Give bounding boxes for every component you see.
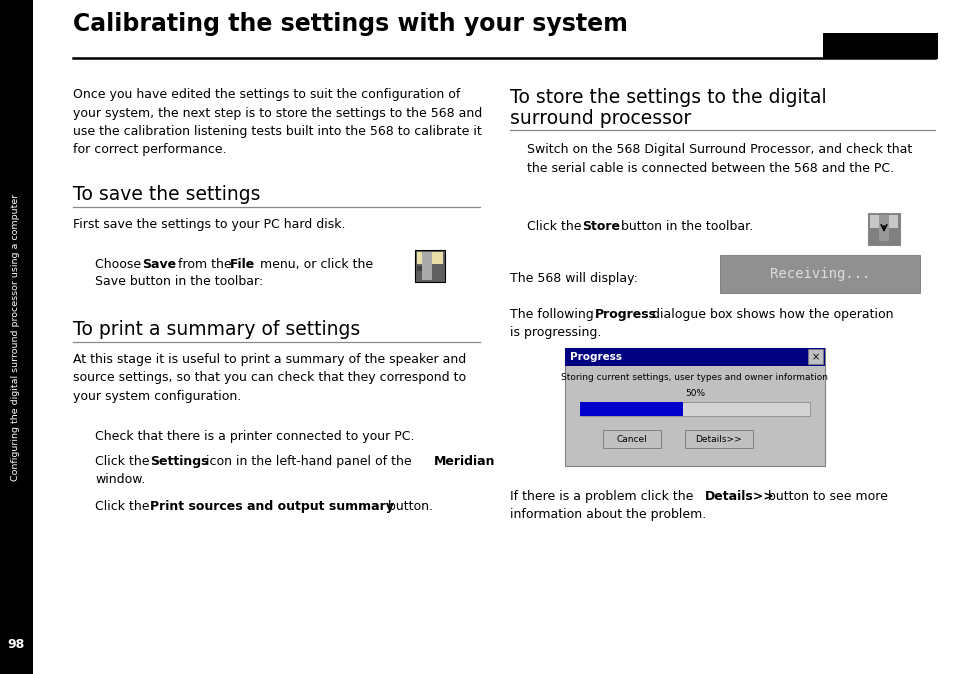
- Bar: [878, 215, 888, 241]
- Bar: [421, 252, 432, 280]
- Text: Print sources and output summary: Print sources and output summary: [150, 500, 394, 513]
- Text: Storing current settings, user types and owner information: Storing current settings, user types and…: [561, 373, 827, 383]
- Text: 98: 98: [8, 638, 25, 650]
- Text: Save button in the toolbar:: Save button in the toolbar:: [95, 275, 263, 288]
- Text: button in the toolbar.: button in the toolbar.: [617, 220, 752, 233]
- Text: Choose: Choose: [95, 258, 145, 271]
- Text: Click the: Click the: [526, 220, 585, 233]
- Text: Configuring the digital surround processor using a computer: Configuring the digital surround process…: [11, 193, 20, 481]
- Bar: [564, 348, 824, 466]
- Text: from the: from the: [173, 258, 235, 271]
- Text: If there is a problem click the: If there is a problem click the: [510, 490, 697, 503]
- Bar: [720, 255, 919, 293]
- Text: surround processor: surround processor: [510, 109, 691, 128]
- Bar: [0, 0, 33, 674]
- Bar: [416, 266, 421, 271]
- Text: Switch on the 568 Digital Surround Processor, and check that
the serial cable is: Switch on the 568 Digital Surround Proce…: [526, 143, 911, 175]
- Text: Check that there is a printer connected to your PC.: Check that there is a printer connected …: [95, 430, 414, 443]
- Bar: [869, 215, 897, 228]
- Text: 50%: 50%: [684, 390, 704, 398]
- Text: button.: button.: [384, 500, 433, 513]
- Text: window.: window.: [95, 473, 145, 486]
- Text: Meridian: Meridian: [434, 455, 495, 468]
- Text: is progressing.: is progressing.: [510, 326, 600, 339]
- Text: Save: Save: [142, 258, 176, 271]
- Text: dialogue box shows how the operation: dialogue box shows how the operation: [647, 308, 893, 321]
- Text: menu, or click the: menu, or click the: [255, 258, 373, 271]
- Text: First save the settings to your PC hard disk.: First save the settings to your PC hard …: [73, 218, 345, 231]
- Bar: [602, 430, 660, 448]
- Text: At this stage it is useful to print a summary of the speaker and
source settings: At this stage it is useful to print a su…: [73, 353, 466, 403]
- Text: Click the: Click the: [95, 455, 153, 468]
- Text: Calibrating the settings with your system: Calibrating the settings with your syste…: [73, 12, 627, 36]
- Text: Click the: Click the: [95, 500, 153, 513]
- Bar: [416, 252, 442, 264]
- Text: ×: ×: [811, 352, 820, 362]
- Bar: [867, 213, 899, 245]
- Bar: [579, 402, 682, 416]
- Text: button to see more: button to see more: [763, 490, 887, 503]
- Bar: [807, 349, 822, 364]
- Text: To print a summary of settings: To print a summary of settings: [73, 320, 360, 339]
- Text: Store: Store: [581, 220, 619, 233]
- Bar: [415, 250, 444, 282]
- Text: information about the problem.: information about the problem.: [510, 508, 705, 521]
- Bar: [564, 348, 824, 366]
- Text: Cancel: Cancel: [616, 435, 647, 443]
- Text: Progress: Progress: [569, 352, 621, 362]
- Text: To save the settings: To save the settings: [73, 185, 260, 204]
- Text: Progress: Progress: [595, 308, 657, 321]
- Text: Once you have edited the settings to suit the configuration of
your system, the : Once you have edited the settings to sui…: [73, 88, 482, 156]
- Text: File: File: [230, 258, 255, 271]
- Bar: [579, 402, 809, 416]
- Bar: [822, 33, 937, 59]
- Text: Details>>: Details>>: [704, 490, 774, 503]
- Text: The following: The following: [510, 308, 598, 321]
- Text: To store the settings to the digital: To store the settings to the digital: [510, 88, 825, 107]
- Text: Settings: Settings: [150, 455, 209, 468]
- Text: The 568 will display:: The 568 will display:: [510, 272, 638, 285]
- Text: Receiving...: Receiving...: [769, 267, 869, 281]
- Text: Details>>: Details>>: [695, 435, 741, 443]
- Text: icon in the left-hand panel of the: icon in the left-hand panel of the: [202, 455, 416, 468]
- Bar: [684, 430, 752, 448]
